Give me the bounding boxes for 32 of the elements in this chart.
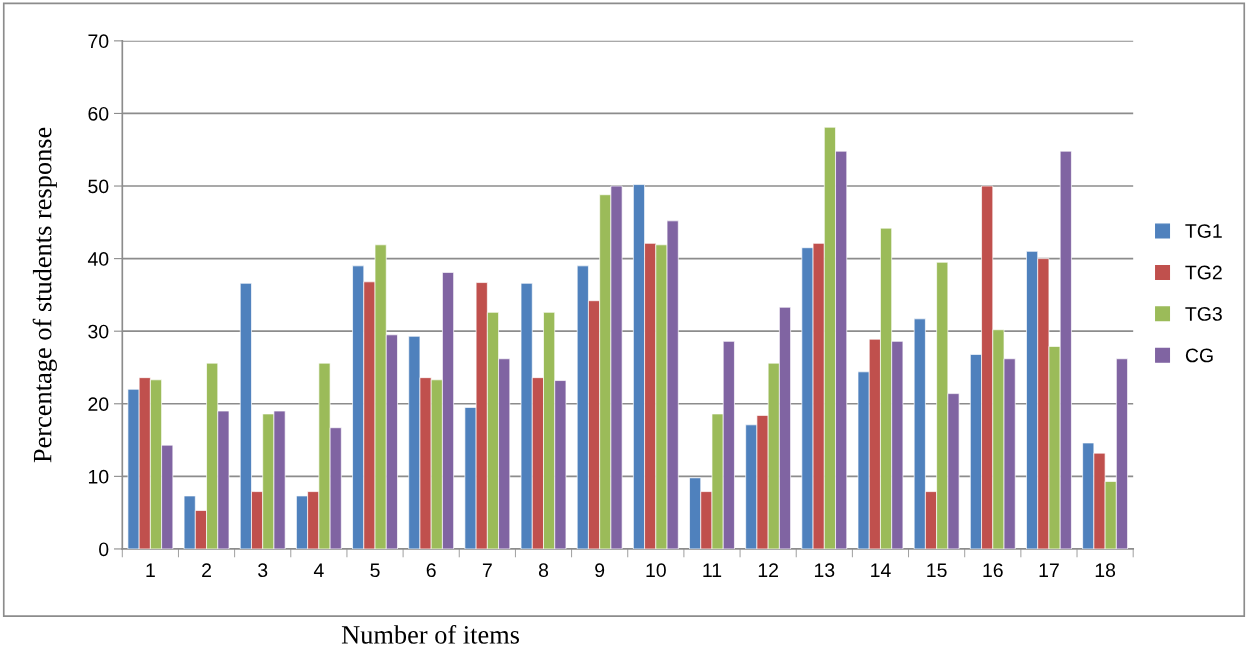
legend-label: CG [1185, 348, 1213, 363]
y-tick-label: 20 [88, 397, 109, 412]
x-tick-label: 12 [758, 563, 778, 577]
x-tick-label: 13 [814, 563, 835, 578]
y-axis-title: Percentage of students response [32, 127, 57, 463]
y-tick-label: 60 [88, 106, 109, 121]
x-tick-label: 4 [313, 563, 324, 577]
y-tick-label: 70 [88, 34, 109, 49]
x-tick-label: 17 [1039, 563, 1059, 577]
x-tick-label: 2 [202, 563, 211, 577]
x-tick-label: 8 [538, 563, 549, 578]
y-tick-label: 30 [88, 324, 109, 339]
y-tick-label: 40 [87, 252, 109, 266]
x-tick-label: 18 [1095, 563, 1116, 578]
y-tick-label: 50 [88, 179, 109, 194]
x-tick-label: 5 [370, 563, 380, 578]
x-tick-label: 16 [983, 563, 1003, 578]
x-tick-label: 1 [146, 563, 155, 577]
x-tick-label: 10 [646, 563, 666, 578]
y-tick-label: 0 [99, 542, 109, 557]
x-tick-label: 11 [703, 563, 722, 577]
x-axis-title: Number of items [341, 624, 520, 644]
x-tick-label: 6 [426, 563, 436, 578]
legend-label: TG2 [1185, 265, 1222, 280]
x-tick-label: 14 [871, 563, 891, 577]
x-tick-label: 7 [482, 563, 492, 577]
x-tick-label: 15 [927, 563, 947, 578]
legend-label: TG3 [1185, 307, 1222, 321]
x-tick-label: 3 [258, 563, 268, 578]
legend-label: TG1 [1185, 224, 1222, 238]
y-tick-label: 10 [88, 469, 109, 484]
x-tick-label: 9 [595, 563, 605, 578]
